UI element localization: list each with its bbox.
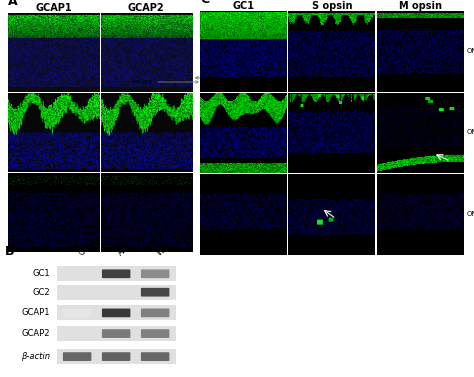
Y-axis label: GCdko: GCdko [0, 199, 4, 226]
FancyBboxPatch shape [141, 308, 169, 317]
Title: M opsin: M opsin [399, 1, 442, 11]
Y-axis label: GCdko: GCdko [0, 201, 4, 228]
FancyBboxPatch shape [102, 308, 130, 317]
FancyBboxPatch shape [141, 270, 169, 278]
Title: S opsin: S opsin [311, 1, 352, 11]
FancyBboxPatch shape [141, 352, 169, 361]
Title: GC1: GC1 [232, 1, 255, 11]
FancyBboxPatch shape [63, 352, 91, 361]
Bar [57, 349, 176, 364]
Bar [57, 266, 176, 281]
FancyBboxPatch shape [102, 270, 130, 278]
Text: β-actin: β-actin [21, 352, 50, 361]
Text: GC1: GC1 [32, 269, 50, 278]
Text: C: C [200, 0, 209, 6]
Title: GCAP1: GCAP1 [35, 3, 72, 13]
Y-axis label: GCdko Tx: GCdko Tx [0, 113, 4, 153]
FancyBboxPatch shape [102, 329, 130, 338]
Title: GCAP2: GCAP2 [128, 3, 164, 13]
Text: GC2: GC2 [32, 288, 50, 297]
Bar [57, 285, 176, 300]
Text: ONL: ONL [466, 48, 474, 54]
Text: WT: WT [155, 243, 170, 258]
Text: ONL: ONL [466, 130, 474, 135]
Text: GCAP2: GCAP2 [21, 329, 50, 338]
Bar [57, 305, 176, 320]
Text: AAV-GC1: AAV-GC1 [116, 229, 148, 258]
Text: PR OS: PR OS [195, 75, 244, 81]
Text: GCAP1: GCAP1 [21, 308, 50, 317]
FancyBboxPatch shape [141, 288, 169, 297]
Text: GCdko: GCdko [77, 235, 102, 258]
Text: ONL: ONL [466, 211, 474, 217]
Bar [57, 326, 176, 341]
FancyBboxPatch shape [102, 352, 130, 361]
Text: B: B [5, 245, 15, 258]
FancyBboxPatch shape [63, 308, 91, 317]
Text: A: A [8, 0, 18, 8]
Y-axis label: WT: WT [165, 45, 174, 58]
FancyBboxPatch shape [63, 270, 91, 278]
FancyBboxPatch shape [141, 329, 169, 338]
Text: PR OS: PR OS [134, 80, 198, 84]
Y-axis label: GCdko Tx: GCdko Tx [0, 112, 4, 153]
